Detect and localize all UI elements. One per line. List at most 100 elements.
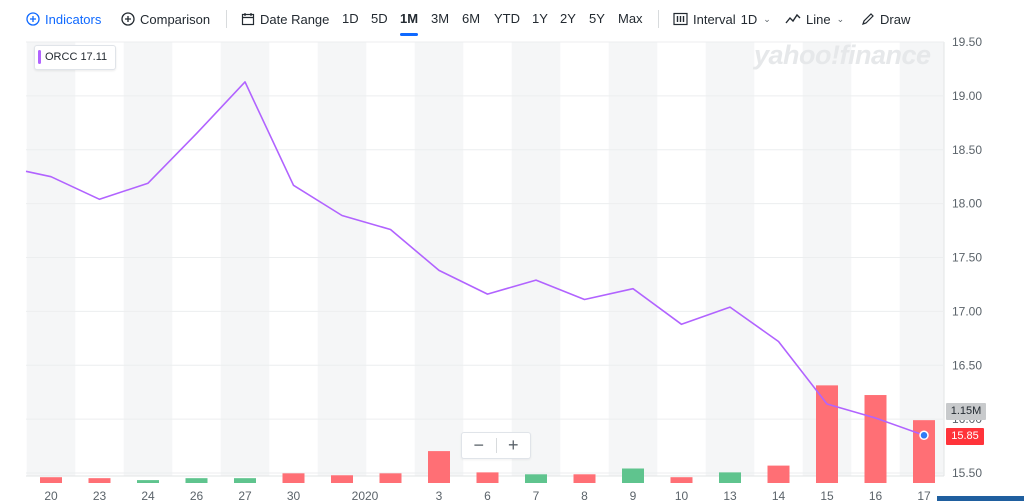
range-ytd[interactable]: YTD	[494, 11, 520, 26]
zoom-divider	[495, 438, 497, 453]
indicators-label: Indicators	[45, 11, 102, 27]
x-tick-label: 7	[533, 489, 540, 501]
volume-badge: 1.15M	[946, 403, 986, 420]
x-tick-label: 20	[44, 489, 58, 501]
volume-bar	[622, 468, 644, 483]
volume-bar	[476, 472, 499, 483]
plus-circle-icon	[26, 12, 40, 26]
zoom-in-button[interactable]: +	[507, 435, 519, 455]
volume-bar	[137, 480, 159, 483]
zoom-control: − +	[461, 432, 531, 459]
volume-bar	[282, 473, 305, 483]
y-tick-label: 17.00	[952, 304, 982, 318]
line-chart-icon	[785, 13, 801, 24]
chart-toolbar: Indicators Comparison Date Range 1D 5D 1…	[0, 0, 1024, 38]
volume-bar	[331, 475, 353, 483]
column-band	[123, 42, 173, 476]
y-tick-label: 15.50	[952, 466, 982, 480]
range-1m[interactable]: 1M	[400, 0, 419, 38]
range-3m[interactable]: 3M	[431, 11, 450, 26]
range-6m[interactable]: 6M	[462, 11, 481, 26]
toolbar-divider	[226, 10, 227, 28]
volume-bar	[816, 385, 838, 483]
column-band	[705, 42, 755, 476]
x-tick-label: 26	[190, 489, 204, 501]
date-range-label: Date Range	[260, 11, 330, 27]
volume-bar	[767, 465, 790, 483]
range-1y[interactable]: 1Y	[532, 11, 548, 26]
legend-label: ORCC 17.11	[45, 51, 108, 63]
chart-type-button[interactable]: Line ⌄	[785, 0, 844, 38]
column-bands	[26, 42, 945, 477]
volume-bar	[88, 478, 111, 483]
column-band	[608, 42, 658, 476]
yahoo-finance-watermark: yahoo!finance	[754, 40, 931, 70]
corner-tab	[937, 496, 1024, 501]
candlestick-icon	[673, 12, 688, 26]
column-band	[26, 42, 76, 476]
column-band	[414, 42, 464, 476]
range-1d[interactable]: 1D	[342, 11, 359, 26]
volume-bar	[719, 472, 741, 483]
y-tick-label: 16.50	[952, 358, 982, 372]
zoom-out-button[interactable]: −	[473, 435, 484, 455]
volume-bar	[185, 478, 208, 483]
date-range-button[interactable]: Date Range	[241, 0, 329, 38]
price-line-group	[25, 81, 929, 441]
interval-button[interactable]: Interval 1D ⌄	[673, 0, 771, 38]
x-tick-label: 24	[141, 489, 155, 501]
volume-bar	[525, 474, 547, 483]
comparison-button[interactable]: Comparison	[121, 0, 210, 38]
range-5d[interactable]: 5D	[371, 11, 388, 26]
current-price-badge: 15.85	[946, 428, 984, 445]
grid-lines	[26, 41, 944, 474]
calendar-icon	[241, 13, 255, 26]
chevron-down-icon: ⌄	[763, 13, 771, 24]
x-tick-label: 16	[869, 489, 883, 501]
x-tick-label: 27	[238, 489, 252, 501]
plus-circle-icon	[121, 12, 135, 26]
volume-bar	[573, 474, 596, 483]
y-tick-label: 19.00	[952, 89, 982, 103]
y-tick-label: 17.50	[952, 251, 982, 265]
x-tick-label: 13	[723, 489, 737, 501]
volume-bar	[379, 473, 402, 483]
chart-type-label: Line	[806, 11, 831, 27]
draw-button[interactable]: Draw	[861, 0, 910, 38]
volume-bar	[428, 451, 450, 483]
last-price-point	[919, 430, 929, 441]
volume-bar	[913, 420, 935, 483]
volume-bar	[40, 477, 62, 483]
comparison-label: Comparison	[140, 11, 211, 27]
indicators-button[interactable]: Indicators	[26, 0, 101, 38]
x-tick-label: 30	[287, 489, 301, 501]
x-tick-label: 17	[917, 489, 931, 501]
x-tick-label: 10	[675, 489, 689, 501]
y-tick-label: 18.00	[952, 197, 982, 211]
x-tick-label: 9	[630, 489, 637, 501]
y-tick-label: 19.50	[952, 35, 982, 49]
x-tick-label: 8	[581, 489, 588, 501]
x-tick-label: 3	[436, 489, 443, 501]
y-tick-label: 18.50	[952, 143, 982, 157]
x-tick-label: 2020	[352, 489, 379, 501]
series-legend[interactable]: ORCC 17.11	[34, 45, 117, 70]
interval-label: Interval	[693, 11, 736, 27]
price-line	[25, 81, 925, 437]
interval-value: 1D	[740, 11, 758, 27]
range-5y[interactable]: 5Y	[589, 11, 605, 26]
volume-bar	[234, 478, 256, 483]
volume-bar	[670, 477, 693, 483]
volume-bars	[40, 385, 935, 483]
pencil-icon	[862, 13, 874, 25]
volume-bar	[864, 395, 887, 483]
x-tick-label: 15	[820, 489, 834, 501]
x-axis: 20 23 24 26 27 30 2020 3 6 7 8 9 10 13 14 15 16 17	[44, 489, 931, 501]
range-max[interactable]: Max	[618, 11, 643, 26]
range-2y[interactable]: 2Y	[560, 11, 576, 26]
column-band	[220, 42, 270, 476]
x-tick-label: 14	[772, 489, 786, 501]
draw-label: Draw	[880, 11, 911, 27]
toolbar-divider	[658, 10, 659, 28]
